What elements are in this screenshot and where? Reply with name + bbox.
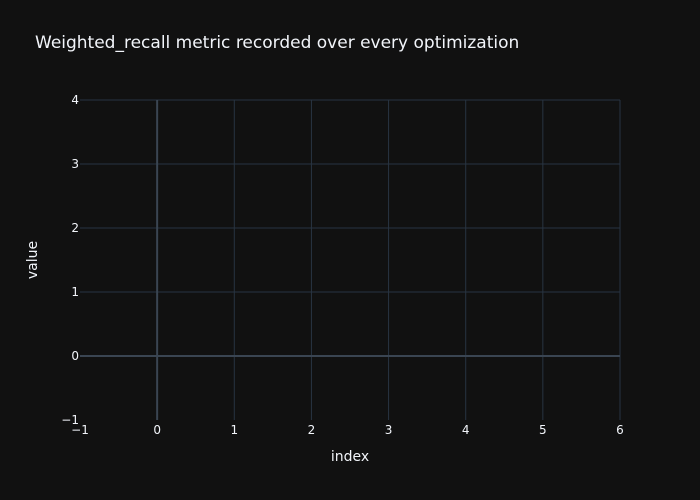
zero-lines [80, 100, 620, 420]
y-tick-label: 0 [71, 349, 79, 363]
x-tick-label: 4 [462, 423, 470, 437]
x-tick-label: 1 [230, 423, 238, 437]
tick-labels: −1 0 1 2 3 4 5 6 −1 0 1 2 3 4 [61, 93, 624, 437]
x-tick-label: 0 [153, 423, 161, 437]
x-tick-label: 2 [308, 423, 316, 437]
x-tick-label: 6 [616, 423, 624, 437]
y-tick-label: 1 [71, 285, 79, 299]
chart-title: Weighted_recall metric recorded over eve… [35, 33, 520, 53]
y-axis-label: value [25, 241, 41, 279]
x-tick-label: 5 [539, 423, 547, 437]
y-tick-label: −1 [61, 413, 79, 427]
y-tick-label: 4 [71, 93, 79, 107]
x-tick-label: 3 [385, 423, 393, 437]
y-tick-label: 2 [71, 221, 79, 235]
x-axis-label: index [331, 449, 369, 465]
y-tick-label: 3 [71, 157, 79, 171]
x-tick-label: −1 [71, 423, 89, 437]
grid-layer [80, 99, 621, 420]
